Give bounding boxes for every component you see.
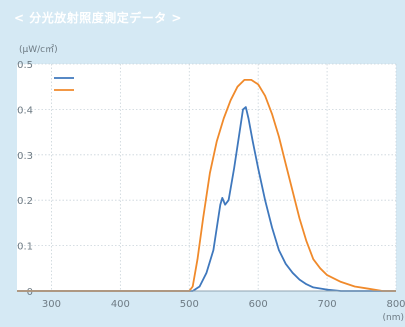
chart-title: < 分光放射照度測定データ > <box>14 11 182 25</box>
legend-label-1: イエロー蛍光ランプ <box>80 72 170 85</box>
legend-label-2: BrinisPA イエロークリア <box>80 85 193 97</box>
y-tick-label: 0.3 <box>17 151 33 162</box>
plot-area <box>17 64 396 291</box>
series-line-1 <box>17 106 396 292</box>
x-tick-label: 400 <box>111 299 130 310</box>
y-tick-label: 0.1 <box>17 242 33 253</box>
series-line-2 <box>17 79 396 292</box>
y-axis-unit: (μW/c㎡) <box>19 44 58 55</box>
y-tick-label: 0.2 <box>17 196 33 207</box>
x-tick-label: 500 <box>180 299 199 310</box>
x-axis-unit: (nm) <box>383 313 405 323</box>
x-tick-label: 700 <box>318 299 337 310</box>
y-tick-label: 0 <box>27 287 33 298</box>
y-tick-label: 0.4 <box>17 105 33 116</box>
x-tick-label: 800 <box>386 299 405 310</box>
x-tick-label: 300 <box>42 299 61 310</box>
x-tick-label: 600 <box>249 299 268 310</box>
y-tick-label: 0.5 <box>17 60 33 71</box>
